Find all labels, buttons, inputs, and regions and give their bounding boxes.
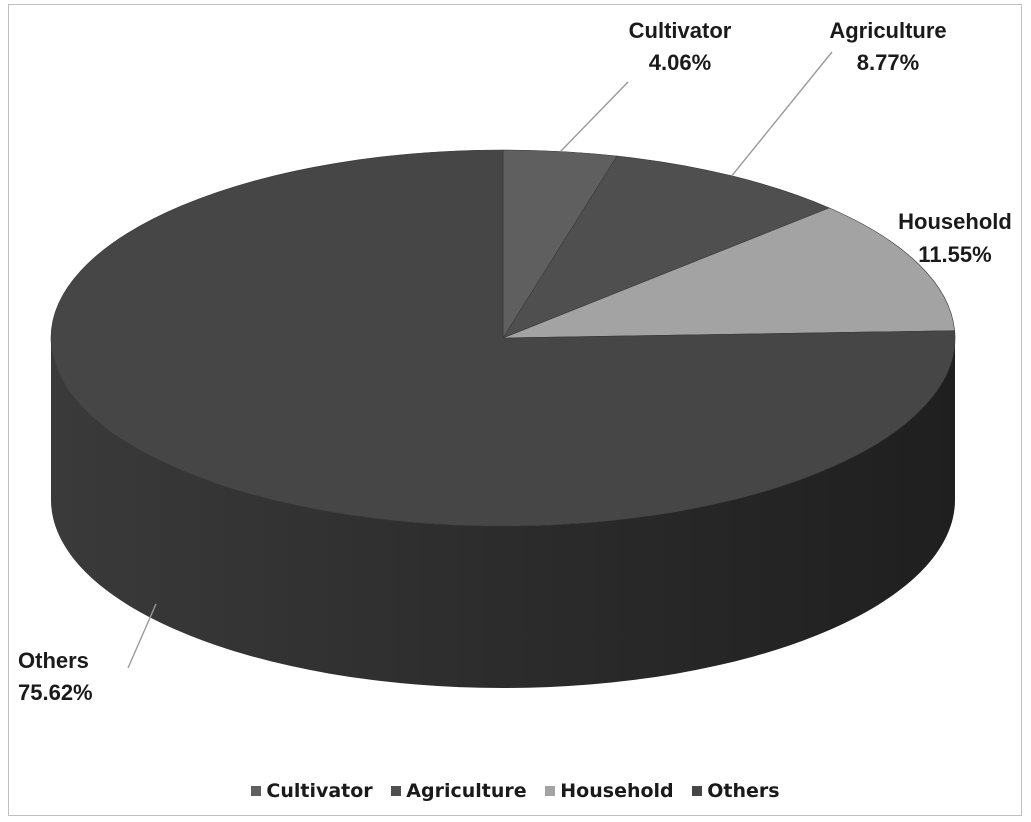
slice-label-household: Household 11.55%	[898, 209, 1012, 267]
pie-slice-household	[502, 207, 955, 339]
slice-label-household-name: Household	[898, 209, 1012, 234]
legend-swatch-others	[692, 786, 703, 796]
leader-line-cultivator	[559, 81, 629, 152]
pie-side	[51, 338, 955, 688]
legend-swatch-agriculture	[391, 786, 402, 796]
pie-slice-others	[50, 149, 956, 527]
legend-swatch-cultivator	[251, 786, 262, 796]
leader-lines	[127, 51, 833, 669]
slice-label-others-value: 75.62%	[18, 680, 93, 705]
slice-label-cultivator: Cultivator 4.06%	[629, 18, 732, 75]
slice-label-cultivator-value: 4.06%	[649, 50, 711, 75]
slice-label-agriculture: Agriculture 8.77%	[829, 18, 946, 75]
legend-item-others: Others	[692, 780, 780, 802]
pie-slices	[50, 149, 956, 527]
legend-item-cultivator: Cultivator	[251, 780, 373, 802]
legend-label-agriculture: Agriculture	[406, 780, 527, 802]
leader-line-agriculture	[731, 51, 833, 177]
legend-label-others: Others	[707, 780, 780, 802]
slice-label-cultivator-name: Cultivator	[629, 18, 732, 43]
legend-label-cultivator: Cultivator	[266, 780, 373, 802]
legend-swatch-household	[545, 786, 556, 796]
legend: Cultivator Agriculture Household Others	[0, 780, 1031, 802]
slice-label-others: Others 75.62%	[18, 648, 93, 705]
slice-label-household-value: 11.55%	[918, 242, 991, 267]
slice-label-agriculture-name: Agriculture	[829, 18, 946, 43]
slice-label-agriculture-value: 8.77%	[857, 50, 919, 75]
slice-label-others-name: Others	[18, 648, 89, 673]
pie-side-wall	[51, 338, 955, 688]
legend-item-agriculture: Agriculture	[391, 780, 527, 802]
legend-item-household: Household	[545, 780, 674, 802]
leader-line-others	[127, 603, 157, 669]
legend-label-household: Household	[560, 780, 674, 802]
